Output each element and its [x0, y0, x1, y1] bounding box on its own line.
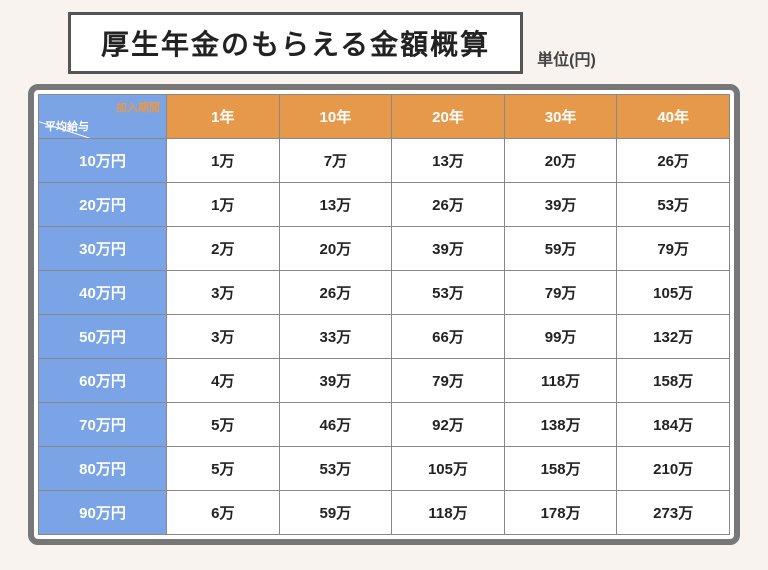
row-head: 60万円 — [39, 359, 167, 403]
cell: 138万 — [504, 403, 617, 447]
cell: 118万 — [504, 359, 617, 403]
col-head: 1年 — [167, 95, 280, 139]
col-head: 40年 — [617, 95, 730, 139]
cell: 20万 — [504, 139, 617, 183]
row-head: 80万円 — [39, 447, 167, 491]
header-row: 加入期間 平均給与 1年 10年 20年 30年 40年 — [39, 95, 730, 139]
cell: 39万 — [392, 227, 505, 271]
cell: 7万 — [279, 139, 392, 183]
cell: 26万 — [279, 271, 392, 315]
corner-bottom-label: 平均給与 — [45, 118, 89, 134]
cell: 13万 — [279, 183, 392, 227]
table-row: 80万円 5万 53万 105万 158万 210万 — [39, 447, 730, 491]
cell: 13万 — [392, 139, 505, 183]
table-row: 40万円 3万 26万 53万 79万 105万 — [39, 271, 730, 315]
cell: 53万 — [279, 447, 392, 491]
table-row: 30万円 2万 20万 39万 59万 79万 — [39, 227, 730, 271]
page-title: 厚生年金のもらえる金額概算 — [68, 12, 523, 74]
cell: 26万 — [617, 139, 730, 183]
row-head: 90万円 — [39, 491, 167, 535]
unit-label: 単位(円) — [537, 46, 596, 74]
cell: 6万 — [167, 491, 280, 535]
row-head: 70万円 — [39, 403, 167, 447]
cell: 3万 — [167, 271, 280, 315]
table-body: 10万円 1万 7万 13万 20万 26万 20万円 1万 13万 26万 3… — [39, 139, 730, 535]
cell: 1万 — [167, 183, 280, 227]
cell: 158万 — [617, 359, 730, 403]
table-row: 90万円 6万 59万 118万 178万 273万 — [39, 491, 730, 535]
cell: 59万 — [504, 227, 617, 271]
cell: 53万 — [392, 271, 505, 315]
cell: 105万 — [392, 447, 505, 491]
table-row: 70万円 5万 46万 92万 138万 184万 — [39, 403, 730, 447]
cell: 4万 — [167, 359, 280, 403]
cell: 92万 — [392, 403, 505, 447]
cell: 3万 — [167, 315, 280, 359]
row-head: 30万円 — [39, 227, 167, 271]
cell: 273万 — [617, 491, 730, 535]
cell: 99万 — [504, 315, 617, 359]
cell: 20万 — [279, 227, 392, 271]
corner-top-label: 加入期間 — [116, 99, 160, 115]
row-head: 10万円 — [39, 139, 167, 183]
cell: 26万 — [392, 183, 505, 227]
cell: 39万 — [504, 183, 617, 227]
cell: 46万 — [279, 403, 392, 447]
col-head: 30年 — [504, 95, 617, 139]
cell: 178万 — [504, 491, 617, 535]
cell: 79万 — [504, 271, 617, 315]
cell: 33万 — [279, 315, 392, 359]
cell: 79万 — [392, 359, 505, 403]
cell: 5万 — [167, 403, 280, 447]
row-head: 40万円 — [39, 271, 167, 315]
cell: 79万 — [617, 227, 730, 271]
table-row: 20万円 1万 13万 26万 39万 53万 — [39, 183, 730, 227]
cell: 53万 — [617, 183, 730, 227]
corner-cell: 加入期間 平均給与 — [39, 95, 167, 139]
cell: 210万 — [617, 447, 730, 491]
cell: 5万 — [167, 447, 280, 491]
cell: 1万 — [167, 139, 280, 183]
row-head: 20万円 — [39, 183, 167, 227]
cell: 158万 — [504, 447, 617, 491]
cell: 2万 — [167, 227, 280, 271]
pension-table: 加入期間 平均給与 1年 10年 20年 30年 40年 10万円 1万 7万 … — [38, 94, 730, 535]
cell: 59万 — [279, 491, 392, 535]
cell: 184万 — [617, 403, 730, 447]
cell: 132万 — [617, 315, 730, 359]
table-row: 50万円 3万 33万 66万 99万 132万 — [39, 315, 730, 359]
cell: 39万 — [279, 359, 392, 403]
title-row: 厚生年金のもらえる金額概算 単位(円) — [28, 12, 740, 74]
table-row: 60万円 4万 39万 79万 118万 158万 — [39, 359, 730, 403]
cell: 105万 — [617, 271, 730, 315]
table-row: 10万円 1万 7万 13万 20万 26万 — [39, 139, 730, 183]
col-head: 20年 — [392, 95, 505, 139]
table-frame: 加入期間 平均給与 1年 10年 20年 30年 40年 10万円 1万 7万 … — [28, 84, 740, 545]
cell: 66万 — [392, 315, 505, 359]
cell: 118万 — [392, 491, 505, 535]
row-head: 50万円 — [39, 315, 167, 359]
col-head: 10年 — [279, 95, 392, 139]
